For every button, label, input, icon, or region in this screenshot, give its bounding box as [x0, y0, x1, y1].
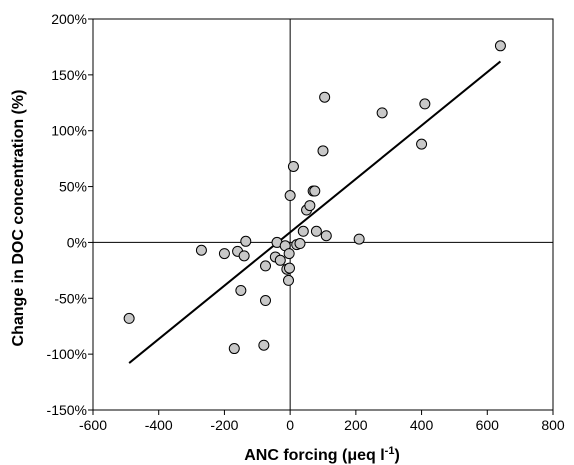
data-point	[240, 235, 252, 247]
data-point	[304, 200, 316, 212]
axes	[92, 18, 554, 411]
data-point	[283, 262, 295, 274]
reference-lines	[93, 19, 553, 410]
x-tick-label: 600	[476, 417, 500, 433]
data-point	[310, 225, 322, 237]
data-point	[294, 238, 306, 250]
data-point	[258, 339, 270, 351]
y-tick-label: -100%	[47, 346, 87, 362]
x-axis-title-main: ANC forcing (μeq l	[244, 447, 384, 464]
x-tick-label: -400	[145, 417, 173, 433]
y-tick-label: -150%	[47, 402, 87, 418]
x-tick-label: 200	[344, 417, 368, 433]
data-point	[419, 98, 431, 110]
data-point	[284, 190, 296, 202]
y-axis-title: Change in DOC concentration (%)	[10, 90, 27, 347]
data-point	[353, 233, 365, 245]
data-point	[320, 230, 332, 242]
data-point	[494, 40, 506, 52]
data-point	[283, 274, 294, 286]
data-point	[309, 185, 321, 197]
y-tick-label: -50%	[54, 290, 87, 306]
trendline-layer	[128, 60, 502, 364]
data-point	[274, 254, 286, 266]
data-point	[287, 160, 299, 172]
data-point	[260, 295, 271, 307]
data-point	[297, 225, 309, 237]
x-axis-title-suffix: )	[394, 447, 399, 464]
data-point	[416, 138, 428, 150]
data-point	[260, 260, 271, 272]
x-axis-title-superscript: -1	[385, 445, 395, 457]
data-points	[123, 40, 506, 355]
x-tick-label: -200	[210, 417, 238, 433]
y-tick-label: 100%	[51, 123, 87, 139]
data-point	[317, 145, 329, 157]
data-point	[238, 250, 250, 262]
data-point	[283, 248, 295, 260]
y-tick-label: 50%	[59, 179, 87, 195]
trendline	[128, 60, 502, 364]
y-tick-label: 0%	[67, 234, 87, 250]
x-tick-label: -600	[79, 417, 107, 433]
data-point	[195, 244, 207, 256]
y-tick-label: 200%	[51, 11, 87, 27]
data-point	[319, 91, 331, 103]
data-point	[376, 107, 388, 119]
x-tick-label: 800	[541, 417, 565, 433]
data-point	[235, 284, 247, 296]
y-tick-label: 150%	[51, 67, 87, 83]
axis-titles: ANC forcing (μeq l-1) Change in DOC conc…	[10, 90, 400, 464]
x-tick-label: 0	[286, 417, 294, 433]
data-point	[218, 248, 230, 260]
tick-labels: -600 -400 -200 0 200 400 600 800 -150% -100% -50% 0…	[47, 11, 565, 433]
data-point	[228, 343, 240, 355]
x-tick-label: 400	[410, 417, 434, 433]
plot-frame	[92, 18, 554, 411]
x-axis-title: ANC forcing (μeq l-1)	[244, 445, 400, 464]
data-point	[123, 312, 135, 324]
